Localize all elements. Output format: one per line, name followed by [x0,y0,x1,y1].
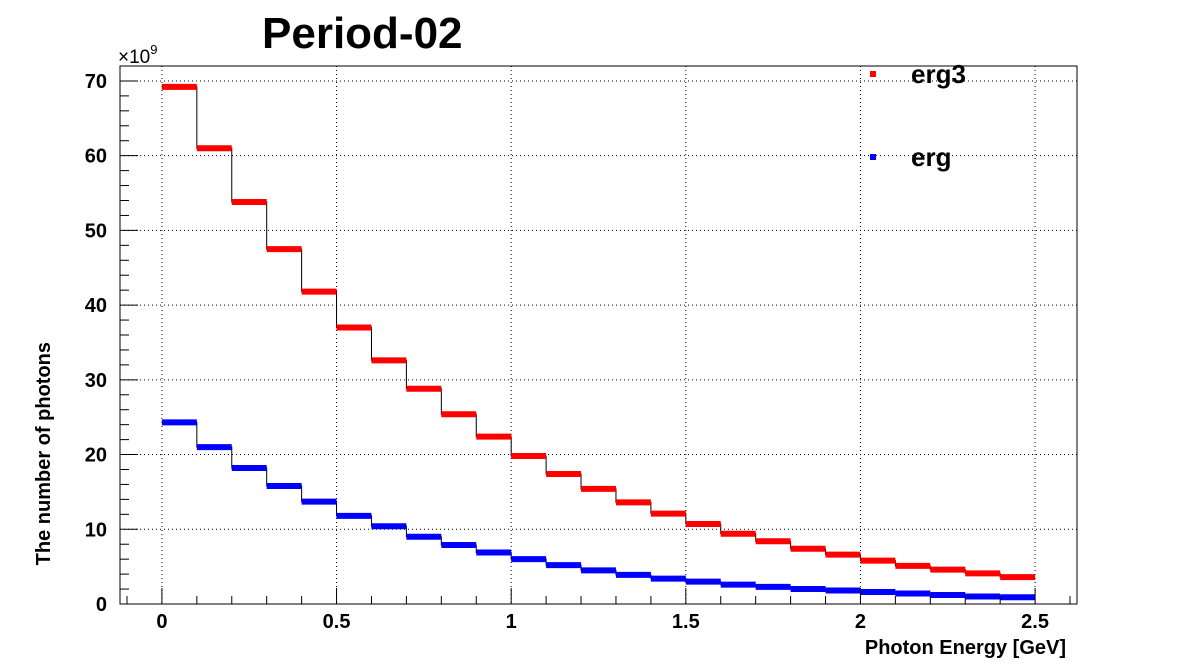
y-tick-label: 30 [85,370,107,392]
legend-label-erg: erg [911,142,951,172]
chart-title: Period-02 [262,9,463,58]
y-tick-label: 20 [85,445,107,467]
series-erg3 [161,83,1036,581]
x-tick-label: 0 [156,611,167,633]
axes: 0 10 20 30 40 50 60 70 0 0.5 1 1.5 2 2.5 [85,65,1071,633]
y-multiplier: ×109 [118,42,157,68]
y-axis-label: The number of photons [33,342,55,565]
y-tick-label: 60 [85,146,107,168]
x-tick-label: 1.5 [672,611,700,633]
legend-marker-erg3 [870,71,876,77]
x-tick-label: 2.5 [1021,611,1049,633]
y-tick-label: 40 [85,295,107,317]
y-tick-label: 50 [85,220,107,242]
series-layer [161,83,1036,601]
legend: erg3 erg [870,59,966,172]
legend-marker-erg [870,154,876,160]
x-tick-label: 0.5 [323,611,351,633]
legend-label-erg3: erg3 [911,59,966,89]
y-tick-label: 70 [85,71,107,93]
y-tick-label: 10 [85,519,107,541]
y-tick-label: 0 [96,594,107,616]
x-axis-label: Photon Energy [GeV] [865,637,1066,659]
x-tick-label: 2 [855,611,866,633]
series-erg [161,419,1036,601]
x-tick-label: 1 [506,611,517,633]
